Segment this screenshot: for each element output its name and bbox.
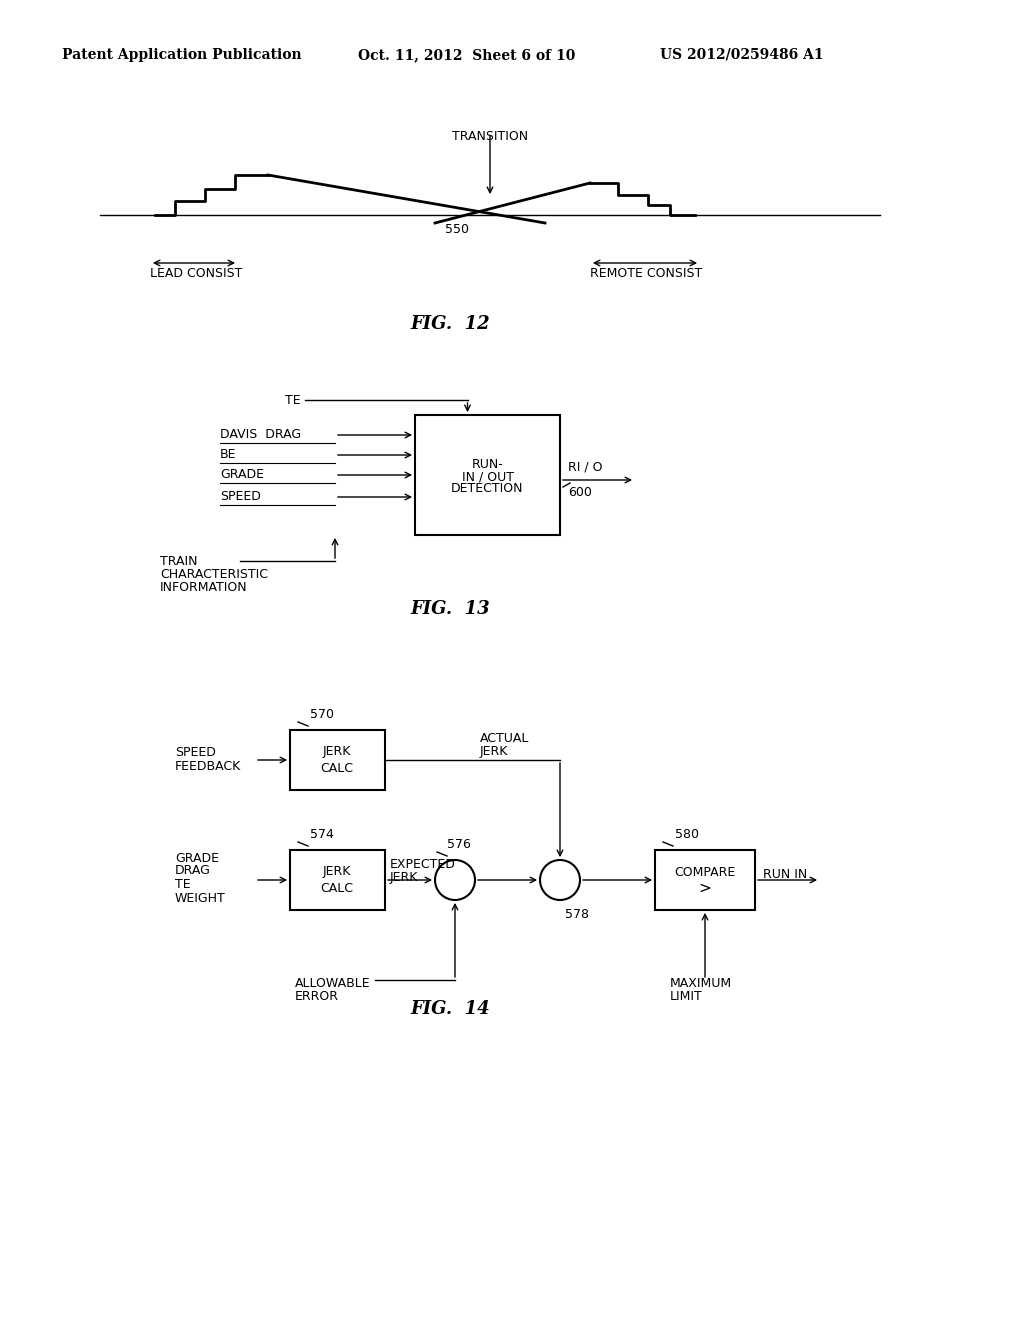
Text: ERROR: ERROR <box>295 990 339 1003</box>
Text: US 2012/0259486 A1: US 2012/0259486 A1 <box>660 48 823 62</box>
Text: COMPARE: COMPARE <box>675 866 735 879</box>
Text: MAXIMUM: MAXIMUM <box>670 977 732 990</box>
Bar <box>655 850 755 909</box>
Text: RUN-: RUN- <box>472 458 504 471</box>
Text: JERK: JERK <box>323 866 351 879</box>
Text: RUN IN: RUN IN <box>763 869 807 882</box>
Text: JERK: JERK <box>390 871 419 884</box>
Bar <box>290 730 385 789</box>
Text: DRAG: DRAG <box>175 865 211 878</box>
Text: SPEED: SPEED <box>220 491 261 503</box>
Text: GRADE: GRADE <box>175 851 219 865</box>
Text: TRANSITION: TRANSITION <box>452 129 528 143</box>
Text: LIMIT: LIMIT <box>670 990 702 1003</box>
Text: 570: 570 <box>310 709 334 722</box>
Text: 550: 550 <box>445 223 469 236</box>
Text: ACTUAL: ACTUAL <box>480 733 529 744</box>
Text: FIG.  14: FIG. 14 <box>411 1001 489 1018</box>
Text: Patent Application Publication: Patent Application Publication <box>62 48 302 62</box>
Text: JERK: JERK <box>323 746 351 759</box>
Text: INFORMATION: INFORMATION <box>160 581 248 594</box>
Text: SPEED: SPEED <box>175 747 216 759</box>
Text: CHARACTERISTIC: CHARACTERISTIC <box>160 568 268 581</box>
Text: JERK: JERK <box>480 744 508 758</box>
Bar <box>290 850 385 909</box>
Text: 580: 580 <box>675 829 699 842</box>
Text: CALC: CALC <box>321 882 353 895</box>
Bar <box>415 414 560 535</box>
Text: TRAIN: TRAIN <box>160 554 198 568</box>
Text: LEAD CONSIST: LEAD CONSIST <box>150 267 243 280</box>
Text: FEEDBACK: FEEDBACK <box>175 760 242 774</box>
Text: Oct. 11, 2012  Sheet 6 of 10: Oct. 11, 2012 Sheet 6 of 10 <box>358 48 575 62</box>
Text: FIG.  13: FIG. 13 <box>411 601 489 618</box>
Text: 578: 578 <box>565 908 589 921</box>
Text: REMOTE CONSIST: REMOTE CONSIST <box>590 267 702 280</box>
Text: DAVIS  DRAG: DAVIS DRAG <box>220 429 301 441</box>
Text: GRADE: GRADE <box>220 469 264 482</box>
Text: FIG.  12: FIG. 12 <box>411 315 489 333</box>
Text: TE: TE <box>285 393 301 407</box>
Text: CALC: CALC <box>321 762 353 775</box>
Text: RI / O: RI / O <box>568 461 602 474</box>
Text: BE: BE <box>220 449 237 462</box>
Text: IN / OUT: IN / OUT <box>462 470 513 483</box>
Text: EXPECTED: EXPECTED <box>390 858 456 871</box>
Text: 574: 574 <box>310 829 334 842</box>
Text: TE: TE <box>175 879 190 891</box>
Text: 576: 576 <box>447 838 471 851</box>
Text: >: > <box>698 880 712 895</box>
Text: WEIGHT: WEIGHT <box>175 892 225 906</box>
Text: 600: 600 <box>568 487 592 499</box>
Text: ALLOWABLE: ALLOWABLE <box>295 977 371 990</box>
Text: DETECTION: DETECTION <box>452 483 523 495</box>
